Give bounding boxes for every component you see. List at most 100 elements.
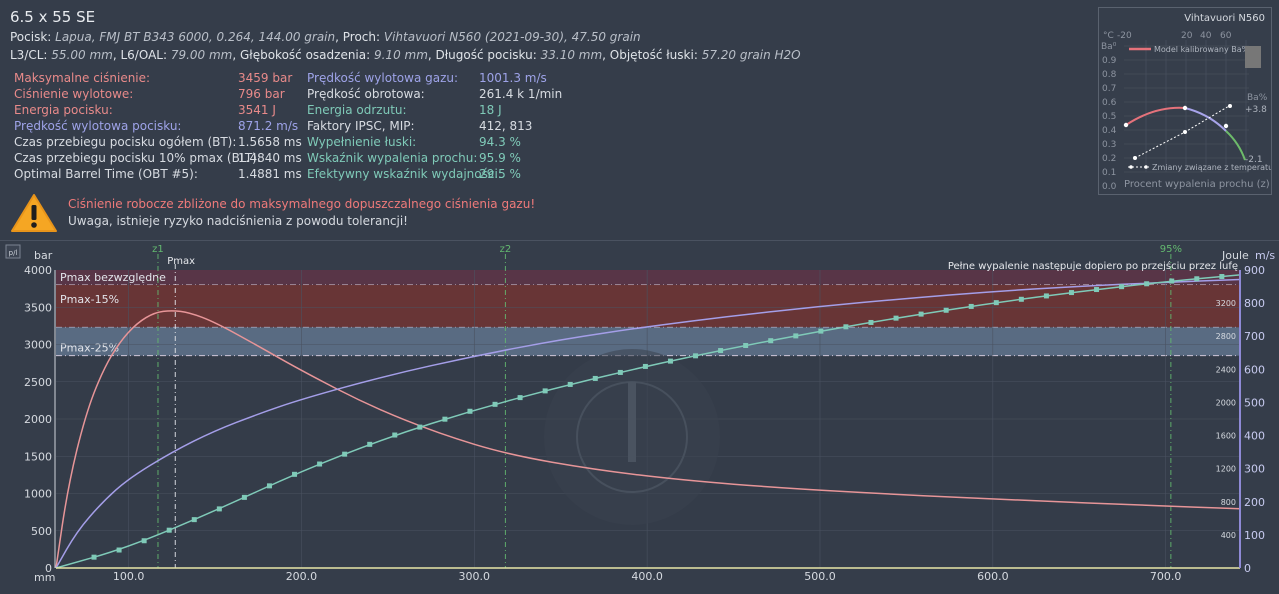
mini-red-curve	[1125, 106, 1186, 126]
energy-tick-label: 1200	[1216, 465, 1236, 474]
velocity-tick-label: 400	[1244, 430, 1265, 443]
powder-chart-title: Vihtavuori N560	[1184, 13, 1265, 24]
stat-label: Optimal Barrel Time (OBT #5):	[14, 167, 198, 181]
bullet-length-key: , Długość pocisku:	[427, 48, 541, 62]
energy-point	[1194, 276, 1200, 282]
mini-ytick: 0.7	[1102, 84, 1116, 94]
energy-tick-label: 400	[1221, 531, 1236, 540]
energy-point	[392, 432, 398, 438]
case-capacity-value: 57.20 grain H2O	[701, 48, 801, 62]
mini-ytick: 0.1	[1102, 168, 1116, 178]
stat-value: 1.4881 ms	[238, 167, 302, 181]
x-tick-label: 400.0	[631, 570, 663, 583]
stats-right-values: 1001.3 m/s 261.4 k 1/min 18 J 412, 813 9…	[479, 70, 569, 182]
l6-value: 79.00 mm	[170, 48, 233, 62]
seating-value: 9.10 mm	[373, 48, 428, 62]
mini-point	[1144, 165, 1148, 169]
x-tick-label: 700.0	[1150, 570, 1182, 583]
energy-point	[718, 348, 724, 354]
energy-point	[216, 506, 222, 512]
stat-label: Prędkość wylotowa pocisku:	[14, 119, 182, 133]
energy-tick-label: 3200	[1216, 299, 1236, 308]
velocity-tick-label: 300	[1244, 463, 1265, 476]
energy-point	[693, 353, 699, 359]
mini-point	[1129, 165, 1133, 169]
energy-point	[968, 303, 974, 309]
band-label: Pmax-15%	[60, 293, 119, 306]
bullet-length-value: 33.10 mm	[540, 48, 603, 62]
marker-label: z2	[500, 244, 512, 255]
cartridge-title: 6.5 x 55 SE	[10, 8, 96, 26]
left-axis-unit: bar	[34, 249, 53, 262]
marker-label: Pmax	[167, 256, 195, 267]
energy-point	[818, 328, 824, 334]
mini-legend-temperature: Zmiany związane z temperaturą	[1152, 163, 1271, 172]
y-tick-label: 3000	[24, 339, 52, 352]
energy-point	[768, 338, 774, 344]
energy-point	[1094, 287, 1100, 293]
mini-ytick: 0.3	[1102, 140, 1116, 150]
bullet-value: Lapua, FMJ BT B343 6000, 0.264, 144.00 g…	[55, 30, 336, 44]
energy-point	[517, 395, 523, 401]
stat-label: Efektywny wskaźnik wydajności:	[307, 167, 502, 181]
velocity-tick-label: 200	[1244, 496, 1265, 509]
energy-point	[793, 333, 799, 339]
energy-tick-label: 800	[1221, 498, 1236, 507]
mini-ytick: 0.9	[1102, 56, 1117, 66]
x-tick-label: 600.0	[977, 570, 1009, 583]
chart-toggle-button[interactable]: p/l	[5, 244, 21, 259]
mini-point	[1183, 130, 1187, 134]
energy-point	[91, 554, 97, 560]
x-tick-label: 100.0	[113, 570, 145, 583]
y-tick-label: 0	[45, 562, 52, 575]
l3-key: L3/CL:	[10, 48, 52, 62]
velocity-tick-label: 800	[1244, 297, 1265, 310]
energy-point	[116, 547, 122, 553]
powder-key: , Proch:	[335, 30, 384, 44]
stat-value: 1001.3 m/s	[479, 71, 547, 85]
energy-point	[918, 311, 924, 317]
mini-left-unit: Ba⁰	[1101, 42, 1117, 52]
energy-tick-label: 2800	[1216, 332, 1236, 341]
velocity-tick-label: 900	[1244, 264, 1265, 277]
stat-label: Wypełnienie łuski:	[307, 135, 417, 149]
y-tick-label: 3500	[24, 301, 52, 314]
chart-series	[55, 274, 1241, 569]
energy-point	[241, 494, 247, 500]
stat-value: 29.5 %	[479, 167, 521, 181]
velocity-axis-unit: m/s	[1255, 249, 1275, 262]
energy-point	[492, 401, 498, 407]
pressure-band	[56, 284, 1240, 328]
powder-calibration-chart[interactable]: Vihtavuori N560 °C -20 20 40 60 Ba⁰ 0.9 …	[1098, 7, 1272, 195]
stat-value: 3459 bar	[238, 71, 293, 85]
stat-label: Energia pocisku:	[14, 103, 113, 117]
energy-point	[292, 471, 298, 477]
l6-key: , L6/OAL:	[112, 48, 171, 62]
case-capacity-key: , Objętość łuski:	[602, 48, 702, 62]
energy-point	[1169, 278, 1175, 284]
energy-point	[1119, 284, 1125, 290]
mini-ytick: 0.2	[1102, 154, 1116, 164]
energy-point	[843, 324, 849, 330]
marker-label: z1	[152, 244, 164, 255]
energy-point	[417, 424, 423, 430]
energy-point	[743, 342, 749, 348]
stat-label: Prędkość obrotowa:	[307, 87, 425, 101]
stats-left-labels: Maksymalne ciśnienie: Ciśnienie wylotowe…	[14, 70, 261, 182]
energy-tick-label: 2400	[1216, 365, 1236, 374]
pressure-bands: Pmax bezwzględne Pmax-15% Pmax-25%	[56, 270, 1240, 357]
energy-point	[367, 441, 373, 447]
mini-point	[1223, 123, 1229, 129]
dimensions-line: L3/CL: 55.00 mm, L6/OAL: 79.00 mm, Głębo…	[10, 48, 801, 62]
energy-tick-label: 2000	[1216, 398, 1236, 407]
stat-value: 1.4840 ms	[238, 151, 302, 165]
pressure-band	[56, 270, 1240, 285]
stat-value: 3541 J	[238, 103, 276, 117]
y-tick-label: 2500	[24, 376, 52, 389]
marker-label: 95%	[1160, 244, 1182, 255]
mini-point	[1228, 104, 1232, 108]
section-divider	[0, 240, 1279, 241]
stat-value: 18 J	[479, 103, 502, 117]
